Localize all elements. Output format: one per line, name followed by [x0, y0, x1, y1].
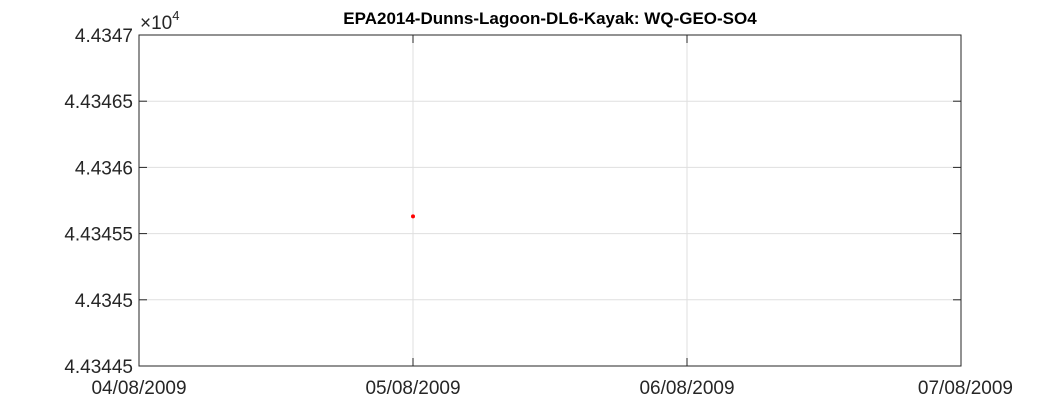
data-points — [411, 214, 415, 219]
y-axis-ticks: 4.4347 4.43465 4.4346 4.43455 4.4345 4.43445 — [64, 26, 961, 378]
x-tick-label: 07/08/2009 — [918, 378, 1013, 399]
y-exponent-base: ×10 — [140, 13, 172, 34]
y-tick-label: 4.4345 — [75, 291, 133, 312]
plot-area — [139, 35, 961, 366]
data-point — [411, 214, 415, 219]
x-tick-label: 04/08/2009 — [91, 378, 186, 399]
y-tick-label: 4.43445 — [64, 357, 133, 378]
plot-frame — [138, 34, 962, 367]
x-tick-label: 05/08/2009 — [365, 378, 460, 399]
y-exponent-power: 4 — [172, 8, 179, 23]
y-tick-label: 4.4346 — [75, 158, 133, 179]
x-tick-label: 06/08/2009 — [639, 378, 734, 399]
y-tick-label: 4.4347 — [75, 26, 133, 47]
chart-title: EPA2014-Dunns-Lagoon-DL6-Kayak: WQ-GEO-S… — [343, 9, 757, 28]
y-tick-label: 4.43455 — [64, 225, 133, 246]
x-axis-ticks: 04/08/2009 05/08/2009 06/08/2009 07/08/2009 — [91, 35, 1013, 399]
y-tick-label: 4.43465 — [64, 92, 133, 113]
y-exponent-label: ×104 — [140, 8, 179, 34]
